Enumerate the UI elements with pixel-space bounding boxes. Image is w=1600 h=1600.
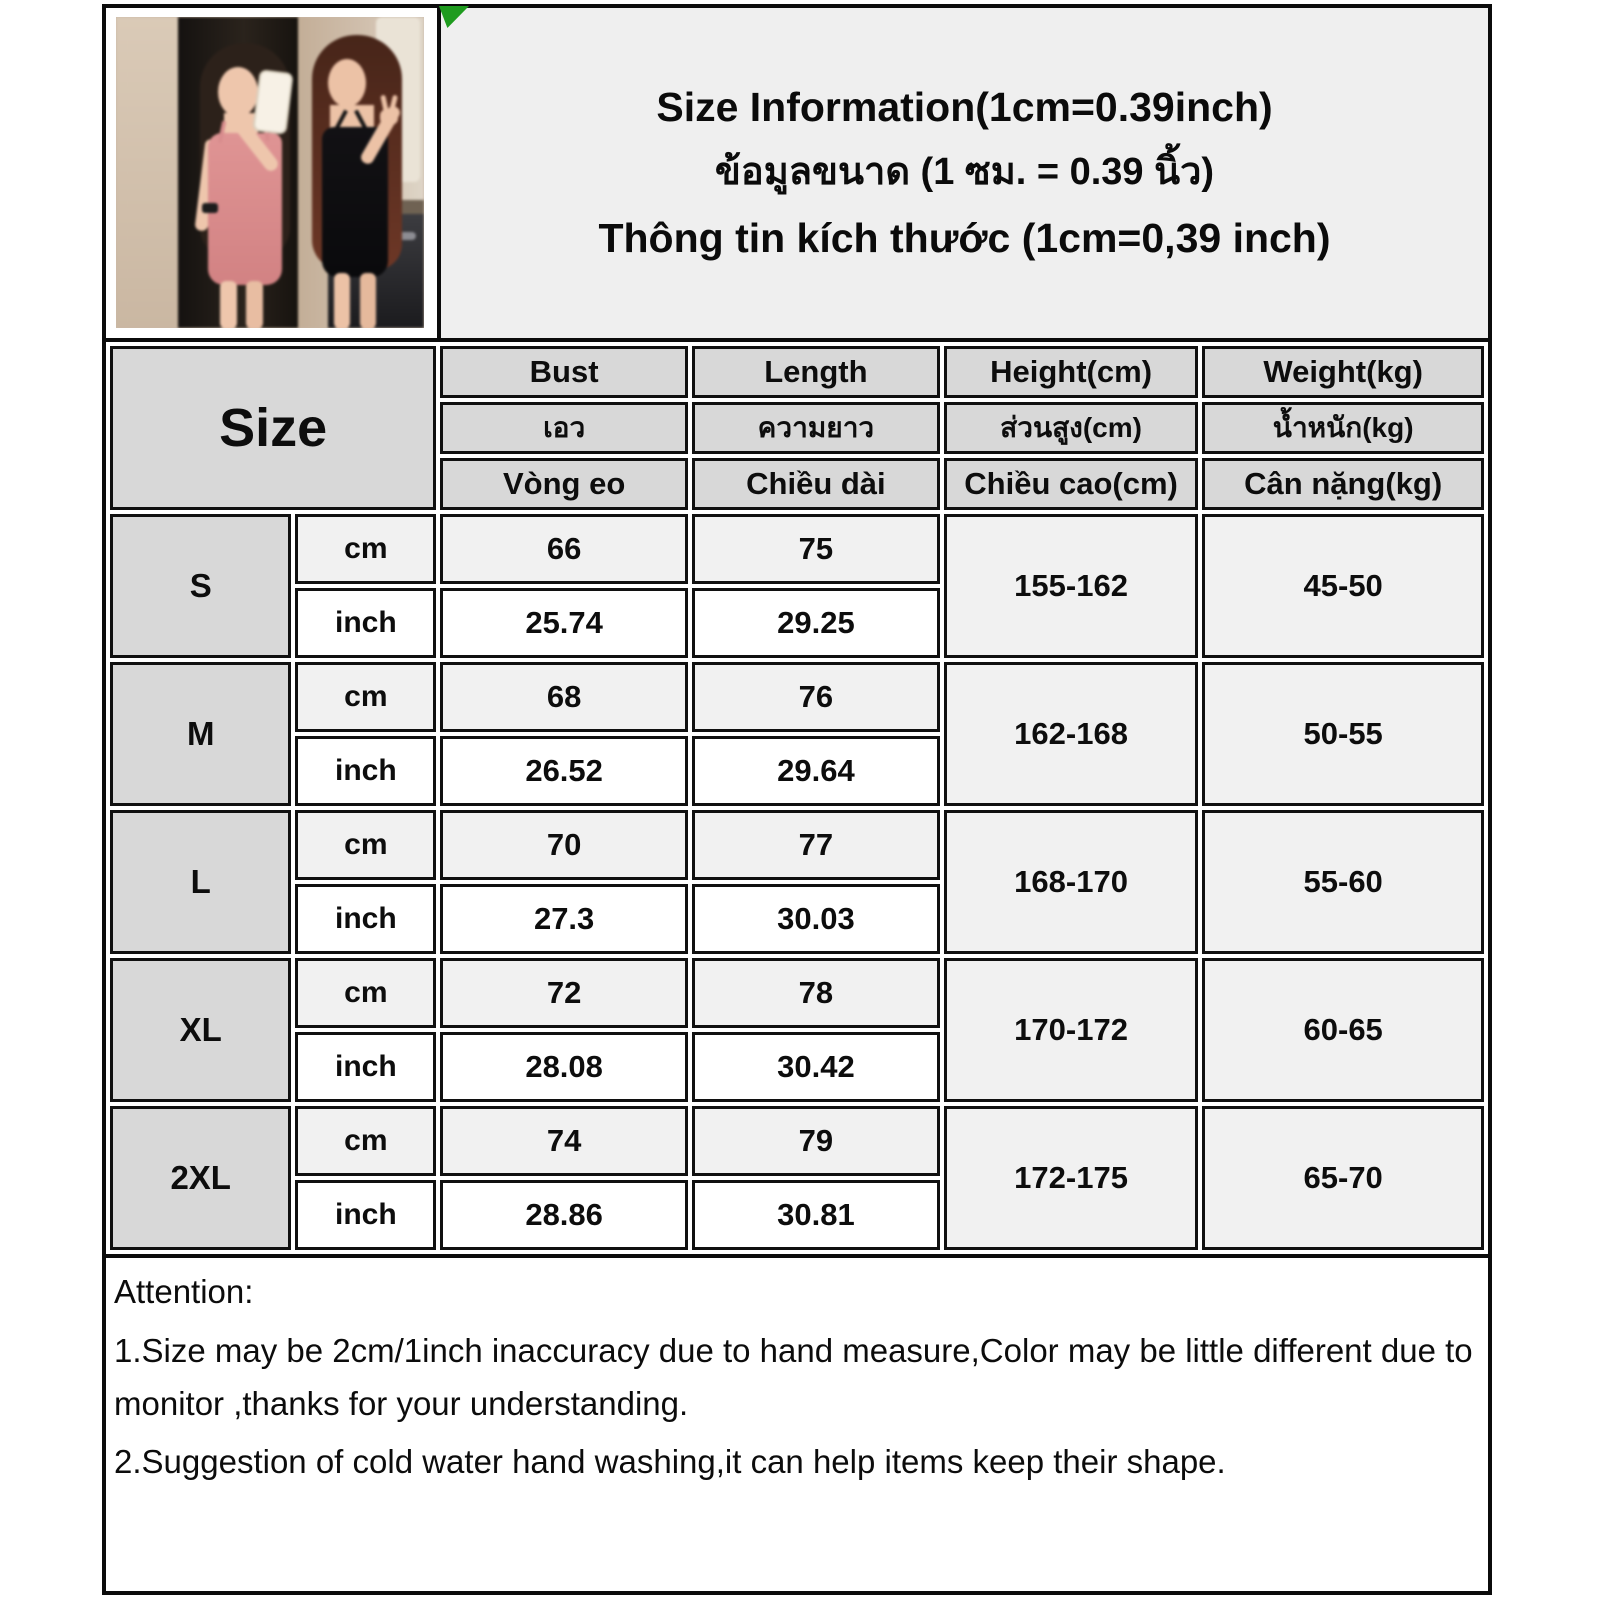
unit-label-inch: inch — [295, 1032, 437, 1102]
peace-sign-hand — [380, 109, 398, 125]
bust-inch-value: 27.3 — [440, 884, 689, 954]
height-header-th: ส่วนสูง(cm) — [943, 402, 1199, 454]
size-label-l: L — [110, 810, 292, 954]
length-inch-value: 30.42 — [692, 1032, 940, 1102]
unit-label-cm: cm — [295, 662, 437, 732]
weight-range: 65-70 — [1202, 1106, 1484, 1250]
right-woman-face — [328, 59, 366, 107]
weight-range: 55-60 — [1202, 810, 1484, 954]
length-inch-value: 29.25 — [692, 588, 940, 658]
left-woman-face — [218, 67, 258, 117]
size-label-m: M — [110, 662, 292, 806]
height-range: 168-170 — [943, 810, 1199, 954]
left-woman-leg — [246, 281, 263, 328]
product-photo-cell — [106, 8, 441, 338]
height-range: 172-175 — [943, 1106, 1199, 1250]
unit-label-cm: cm — [295, 958, 437, 1028]
weight-range: 45-50 — [1202, 514, 1484, 658]
length-inch-value: 29.64 — [692, 736, 940, 806]
size-label-xl: XL — [110, 958, 292, 1102]
weight-range: 50-55 — [1202, 662, 1484, 806]
green-corner-marker-icon — [439, 6, 469, 28]
unit-label-inch: inch — [295, 1180, 437, 1250]
size-info-title-en: Size Information(1cm=0.39inch) — [656, 84, 1273, 131]
unit-label-inch: inch — [295, 736, 437, 806]
length-cm-value: 77 — [692, 810, 940, 880]
bust-inch-value: 25.74 — [440, 588, 689, 658]
unit-label-inch: inch — [295, 884, 437, 954]
black-watch — [202, 203, 218, 213]
length-cm-value: 76 — [692, 662, 940, 732]
size-label-s: S — [110, 514, 292, 658]
bust-header-vi: Vòng eo — [440, 458, 689, 510]
size-column-header: Size — [110, 346, 437, 510]
height-range: 170-172 — [943, 958, 1199, 1102]
attention-note-1: 1.Size may be 2cm/1inch inaccuracy due t… — [114, 1331, 1473, 1422]
weight-header-en: Weight(kg) — [1202, 346, 1484, 398]
bust-header-en: Bust — [440, 346, 689, 398]
size-chart-sheet: Size Information(1cm=0.39inch) ข้อมูลขนา… — [102, 4, 1492, 1595]
weight-range: 60-65 — [1202, 958, 1484, 1102]
attention-section: Attention: 1.Size may be 2cm/1inch inacc… — [106, 1254, 1488, 1591]
length-cm-value: 75 — [692, 514, 940, 584]
bust-inch-value: 26.52 — [440, 736, 689, 806]
unit-label-cm: cm — [295, 1106, 437, 1176]
length-inch-value: 30.03 — [692, 884, 940, 954]
length-header-vi: Chiều dài — [692, 458, 940, 510]
unit-label-cm: cm — [295, 810, 437, 880]
size-info-title-th: ข้อมูลขนาด (1 ซม. = 0.39 นิ้ว) — [714, 151, 1215, 194]
length-header-th: ความยาว — [692, 402, 940, 454]
length-header-en: Length — [692, 346, 940, 398]
length-inch-value: 30.81 — [692, 1180, 940, 1250]
bust-cm-value: 72 — [440, 958, 689, 1028]
height-range: 162-168 — [943, 662, 1199, 806]
title-panel: Size Information(1cm=0.39inch) ข้อมูลขนา… — [439, 6, 1488, 338]
top-section: Size Information(1cm=0.39inch) ข้อมูลขนา… — [106, 6, 1488, 342]
photo-scene — [116, 17, 424, 328]
bust-inch-value: 28.08 — [440, 1032, 689, 1102]
bust-cm-value: 74 — [440, 1106, 689, 1176]
bust-cm-value: 66 — [440, 514, 689, 584]
unit-label-inch: inch — [295, 588, 437, 658]
attention-note-2: 2.Suggestion of cold water hand washing,… — [114, 1443, 1226, 1481]
bust-inch-value: 28.86 — [440, 1180, 689, 1250]
size-label-2xl: 2XL — [110, 1106, 292, 1250]
height-header-vi: Chiều cao(cm) — [943, 458, 1199, 510]
attention-title: Attention: — [114, 1273, 254, 1310]
length-cm-value: 79 — [692, 1106, 940, 1176]
product-photo — [116, 17, 424, 328]
bust-header-th: เอว — [440, 402, 689, 454]
height-header-en: Height(cm) — [943, 346, 1199, 398]
weight-header-vi: Cân nặng(kg) — [1202, 458, 1484, 510]
wall-left — [116, 17, 178, 328]
bust-cm-value: 68 — [440, 662, 689, 732]
height-range: 155-162 — [943, 514, 1199, 658]
size-table: Size Bust Length Height(cm) Weight(kg) เ… — [106, 342, 1488, 1254]
weight-header-th: น้ำหนัก(kg) — [1202, 402, 1484, 454]
right-woman-leg — [334, 273, 350, 328]
size-info-title-vi: Thông tin kích thước (1cm=0,39 inch) — [598, 214, 1331, 261]
length-cm-value: 78 — [692, 958, 940, 1028]
right-woman-leg — [360, 273, 376, 328]
bust-cm-value: 70 — [440, 810, 689, 880]
left-woman-leg — [220, 281, 237, 328]
unit-label-cm: cm — [295, 514, 437, 584]
